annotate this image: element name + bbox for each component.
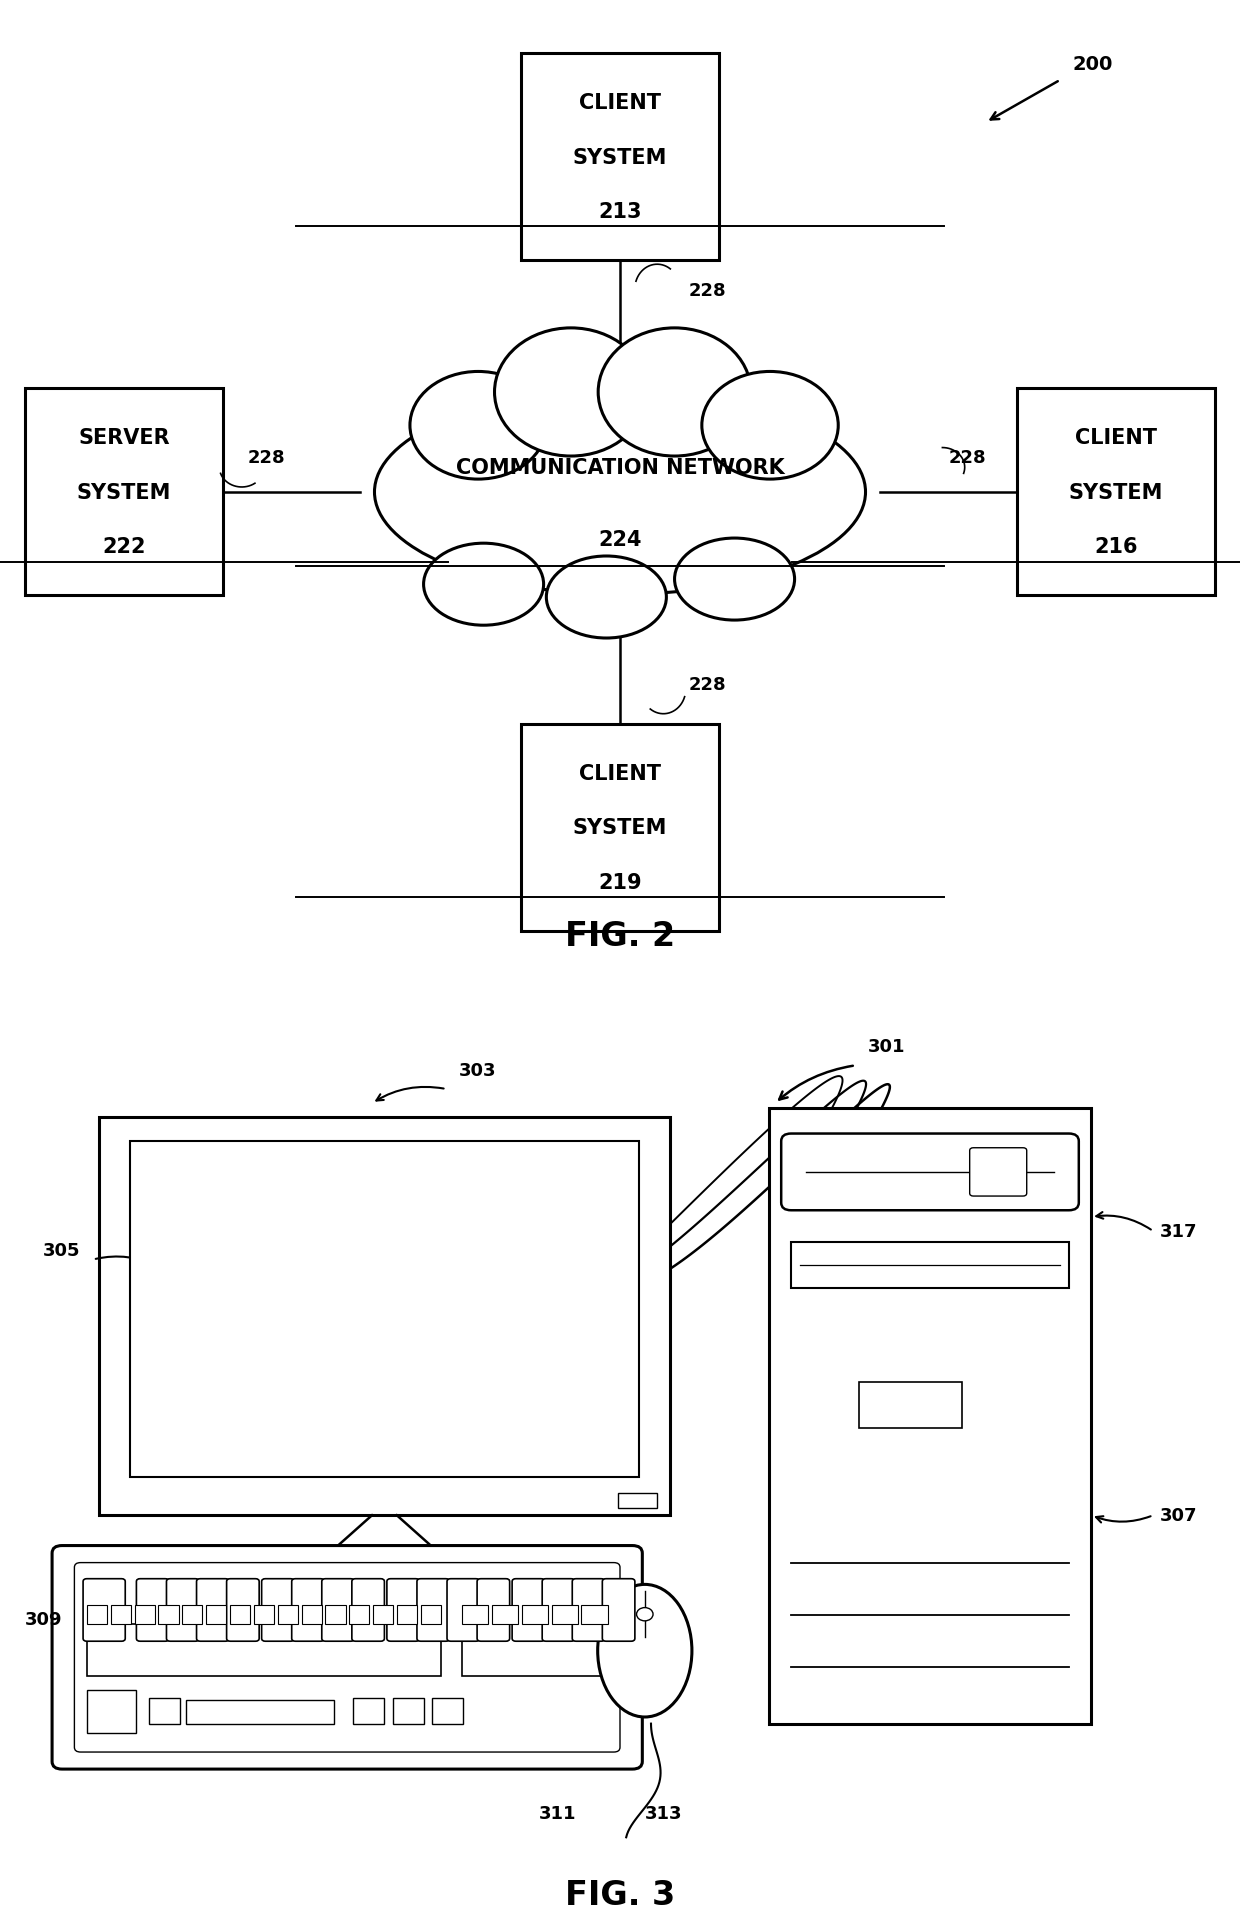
Text: 311: 311	[539, 1804, 577, 1822]
Ellipse shape	[598, 1584, 692, 1718]
Bar	[229, 1605, 250, 1625]
Text: 307: 307	[1159, 1507, 1197, 1524]
FancyBboxPatch shape	[352, 1578, 384, 1642]
Bar	[461, 1625, 608, 1677]
Text: COMMUNICATION NETWORK: COMMUNICATION NETWORK	[455, 458, 785, 477]
Bar	[791, 1242, 1069, 1289]
Text: 222: 222	[102, 537, 146, 556]
Bar	[87, 1625, 441, 1677]
Bar	[461, 1605, 489, 1625]
FancyBboxPatch shape	[512, 1578, 544, 1642]
FancyBboxPatch shape	[262, 1578, 294, 1642]
Ellipse shape	[410, 373, 547, 479]
FancyBboxPatch shape	[477, 1578, 510, 1642]
FancyBboxPatch shape	[542, 1578, 575, 1642]
Bar	[373, 1605, 393, 1625]
Bar	[130, 1142, 639, 1478]
FancyBboxPatch shape	[781, 1134, 1079, 1211]
Bar	[186, 1700, 335, 1723]
Text: 228: 228	[949, 448, 986, 468]
Bar	[859, 1381, 962, 1428]
Text: SERVER: SERVER	[78, 429, 170, 448]
Text: 303: 303	[459, 1061, 496, 1080]
Bar	[87, 1605, 107, 1625]
Text: CLIENT: CLIENT	[1075, 429, 1157, 448]
FancyBboxPatch shape	[417, 1578, 449, 1642]
Text: 219: 219	[598, 871, 642, 893]
Bar	[182, 1605, 202, 1625]
Ellipse shape	[598, 328, 751, 456]
Text: 301: 301	[868, 1037, 905, 1057]
Bar	[769, 1109, 1091, 1723]
FancyBboxPatch shape	[196, 1578, 229, 1642]
FancyBboxPatch shape	[136, 1578, 169, 1642]
Text: 200: 200	[1073, 54, 1114, 73]
FancyBboxPatch shape	[603, 1578, 635, 1642]
FancyBboxPatch shape	[970, 1148, 1027, 1196]
Ellipse shape	[495, 328, 647, 456]
Bar	[552, 1605, 578, 1625]
FancyBboxPatch shape	[52, 1546, 642, 1770]
Text: 228: 228	[688, 676, 725, 694]
Text: SYSTEM: SYSTEM	[573, 147, 667, 168]
Bar	[99, 1119, 670, 1515]
Text: 228: 228	[688, 282, 725, 299]
Bar	[350, 1605, 370, 1625]
Ellipse shape	[636, 1607, 653, 1621]
Bar	[492, 1605, 518, 1625]
Bar	[1017, 388, 1215, 597]
FancyBboxPatch shape	[387, 1578, 419, 1642]
Ellipse shape	[248, 1571, 521, 1604]
Bar	[254, 1605, 274, 1625]
Ellipse shape	[424, 545, 543, 626]
Text: CLIENT: CLIENT	[579, 763, 661, 782]
Text: 313: 313	[645, 1804, 682, 1822]
FancyBboxPatch shape	[291, 1578, 325, 1642]
Bar	[159, 1605, 179, 1625]
Bar	[278, 1605, 298, 1625]
Bar	[397, 1605, 417, 1625]
Text: SYSTEM: SYSTEM	[77, 483, 171, 502]
Ellipse shape	[374, 390, 866, 595]
Text: CLIENT: CLIENT	[579, 93, 661, 114]
FancyBboxPatch shape	[322, 1578, 355, 1642]
Bar	[206, 1605, 226, 1625]
FancyBboxPatch shape	[227, 1578, 259, 1642]
Text: FIG. 3: FIG. 3	[565, 1878, 675, 1911]
FancyBboxPatch shape	[166, 1578, 198, 1642]
Bar	[325, 1605, 346, 1625]
FancyBboxPatch shape	[446, 1578, 480, 1642]
Bar	[582, 1605, 608, 1625]
Bar	[618, 1493, 657, 1507]
Bar	[301, 1605, 321, 1625]
Bar	[87, 1690, 136, 1733]
FancyBboxPatch shape	[83, 1578, 125, 1642]
Ellipse shape	[702, 373, 838, 479]
Ellipse shape	[675, 539, 795, 620]
FancyBboxPatch shape	[74, 1563, 620, 1752]
Bar	[149, 1698, 180, 1723]
Text: SYSTEM: SYSTEM	[573, 817, 667, 838]
Bar	[353, 1698, 384, 1723]
Bar	[433, 1698, 464, 1723]
Bar	[134, 1605, 155, 1625]
Text: 228: 228	[248, 448, 285, 468]
Ellipse shape	[547, 556, 666, 639]
Bar	[521, 54, 719, 261]
Text: 224: 224	[598, 529, 642, 551]
Text: 309: 309	[25, 1611, 62, 1629]
Bar	[110, 1605, 130, 1625]
Text: 317: 317	[1159, 1223, 1197, 1240]
Bar	[25, 388, 223, 597]
Text: 213: 213	[598, 203, 642, 222]
Bar	[522, 1605, 548, 1625]
Bar	[521, 724, 719, 931]
Bar	[420, 1605, 441, 1625]
Text: FIG. 2: FIG. 2	[565, 920, 675, 952]
Text: SYSTEM: SYSTEM	[1069, 483, 1163, 502]
FancyBboxPatch shape	[572, 1578, 605, 1642]
Text: 305: 305	[43, 1242, 81, 1260]
Bar	[393, 1698, 424, 1723]
Text: 216: 216	[1094, 537, 1138, 556]
